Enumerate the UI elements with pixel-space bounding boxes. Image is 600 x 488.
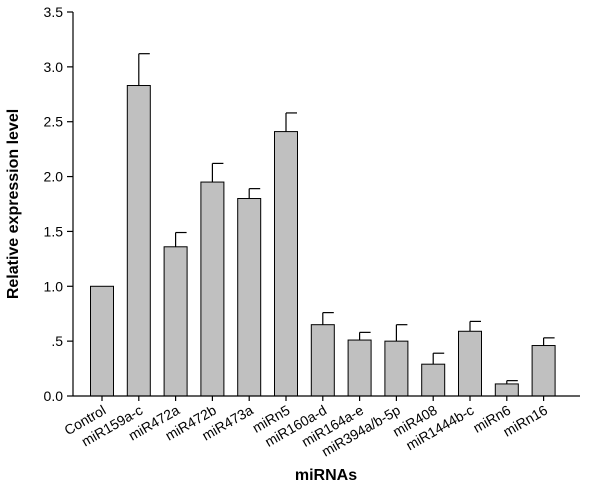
y-tick-label: 1.5 [44, 223, 64, 239]
bar [163, 246, 188, 397]
x-axis-title: miRNAs [295, 467, 357, 484]
y-tick-label: 2.0 [44, 169, 64, 185]
axes-group [72, 12, 580, 397]
y-tick-label: 3.0 [44, 59, 64, 75]
bar [347, 339, 372, 397]
bar [237, 198, 262, 397]
y-tick-label: 3.5 [44, 4, 64, 20]
bar [126, 85, 151, 397]
y-ticks-group: 0.0 .5 1.0 1.5 2.0 2.5 3.0 3.5 [44, 4, 73, 404]
y-tick-label: 2.5 [44, 114, 64, 130]
y-tick-label: 1.0 [44, 278, 64, 294]
bar [200, 181, 225, 397]
x-ticks-group: ControlmiR159a-cmiR472amiR472bmiR473amiR… [61, 396, 550, 460]
bar [421, 363, 446, 397]
bar [90, 285, 114, 397]
bar [274, 131, 298, 397]
bar [494, 383, 519, 397]
bar [531, 345, 556, 397]
bars-group [90, 85, 556, 397]
y-tick-label: 0.0 [44, 388, 64, 404]
error-bars-group [138, 53, 555, 384]
bar [310, 324, 335, 397]
y-tick-label: .5 [51, 333, 63, 349]
y-axis-title: Relative expression level [5, 109, 22, 299]
bar [384, 340, 409, 397]
bar [458, 330, 482, 397]
